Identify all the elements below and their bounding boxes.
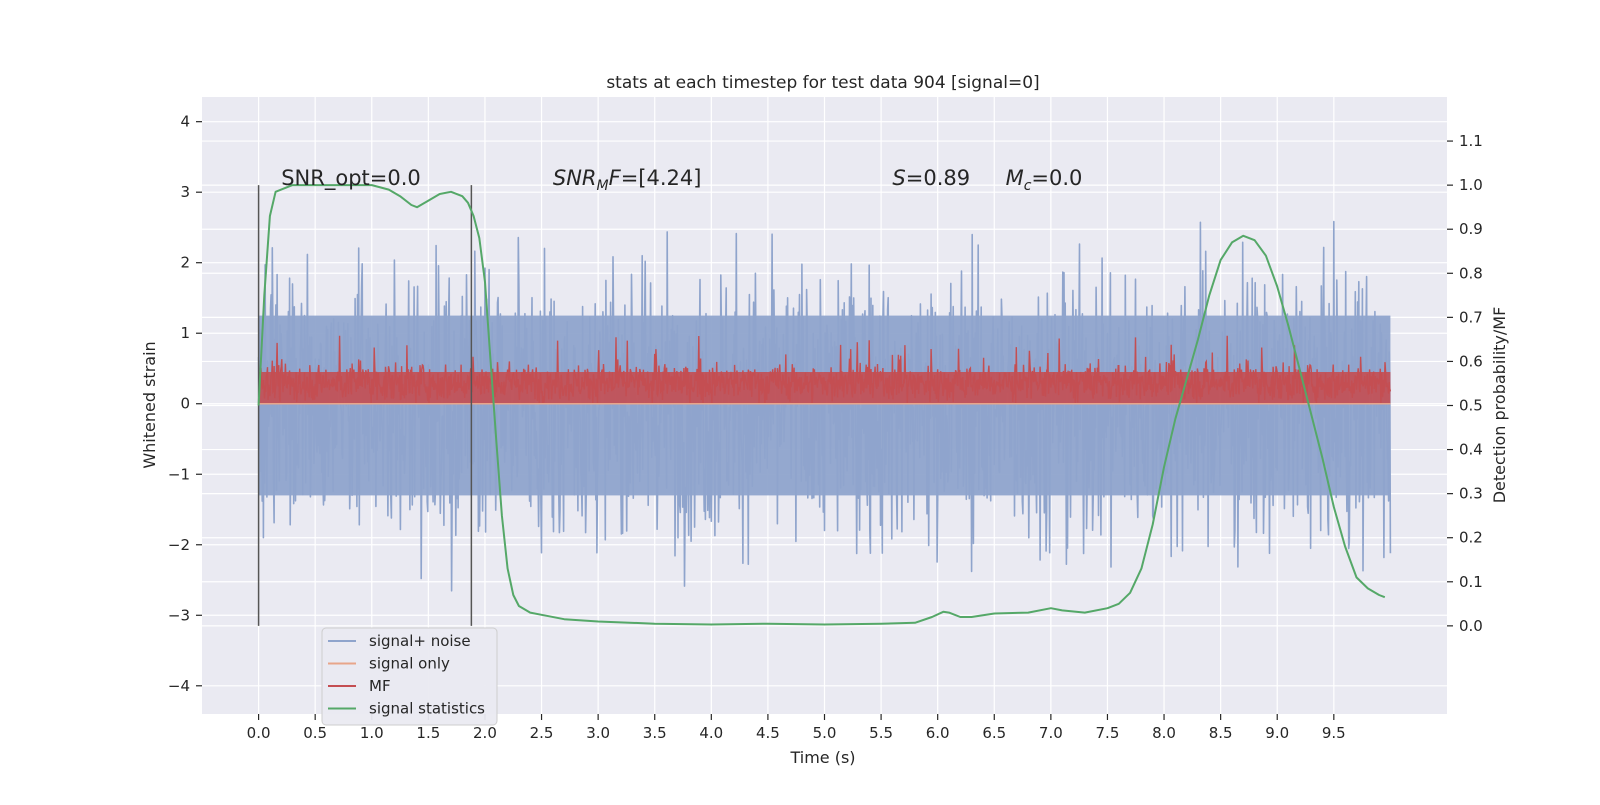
y-axis-label-left: Whitened strain [140,341,159,468]
x-tick-label: 8.0 [1152,724,1176,742]
annotation-math: SNR [553,166,597,190]
x-tick-label: 5.5 [869,724,893,742]
mf-series [258,335,1392,404]
annotation-math: F [609,166,622,190]
y-tick-label-left: −1 [168,465,190,483]
x-tick-label: 1.5 [416,724,440,742]
signal-statistics-line [257,184,1386,626]
vertical-markers [257,185,473,626]
y-tick-label-right: 0.4 [1459,441,1483,459]
annotation-2: S=0.89 [892,166,970,190]
x-tick-label: 2.0 [473,724,497,742]
x-tick-label: 6.0 [926,724,950,742]
annotation-value: =0.89 [906,166,970,190]
legend-box [321,627,498,726]
x-tick-label: 0.0 [247,724,271,742]
x-tick-label: 4.5 [756,724,780,742]
mf-line [258,335,1392,404]
x-tick-label: 9.0 [1265,724,1289,742]
signal-noise-series [257,220,1392,592]
y-tick-label-right: 0.8 [1459,264,1483,282]
x-tick-label: 0.5 [303,724,327,742]
x-tick-label: 3.0 [586,724,610,742]
x-tick-label: 2.5 [530,724,554,742]
y-axis-label-right: Detection probability/MF [1490,307,1509,504]
annotation-math: M [1006,166,1024,190]
y-tick-label-right: 0.2 [1459,529,1483,547]
x-tick-label: 7.5 [1096,724,1120,742]
y-tick-label-right: 0.6 [1459,352,1483,370]
y-tick-label-right: 0.7 [1459,308,1483,326]
x-tick-label: 6.5 [982,724,1006,742]
x-axis-label: Time (s) [789,748,855,767]
legend-label: signal statistics [369,700,485,718]
y-tick-label-right: 0.0 [1459,617,1483,635]
x-tick-label: 9.5 [1322,724,1346,742]
axes: 0.0 0.5 1.0 1.5 2.0 2.5 3.0 3.5 4.0 4.5 5.0 5.5 6.0 6… [168,113,1483,742]
x-tick-label: 3.5 [643,724,667,742]
signal-noise-core-band [258,315,1391,496]
signal-statistics-series [257,184,1386,626]
annotations: SNR_opt=0.0 SNRMF=[4.24] S=0.89 Mc=0.0 [281,166,1082,194]
annotation-subscript: c [1024,178,1032,194]
annotation-1: SNRMF=[4.24] [553,166,702,194]
annotation-value: =0.0 [1031,166,1082,190]
annotation-3: Mc=0.0 [1006,166,1083,194]
x-tick-label: 1.0 [360,724,384,742]
chart-title: stats at each timestep for test data 904… [606,73,1039,93]
legend: signal+ noise signal only MF signal statist… [321,627,498,726]
annotation-0: SNR_opt=0.0 [281,166,421,191]
y-tick-label-left: 4 [180,113,190,131]
y-tick-label-left: 2 [180,254,190,272]
y-tick-label-left: −2 [168,536,190,554]
y-tick-label-left: −3 [168,606,190,624]
annotation-subscript: M [597,178,609,194]
y-tick-label-right: 0.9 [1459,220,1483,238]
y-tick-label-right: 0.5 [1459,397,1483,415]
y-tick-label-right: 0.3 [1459,485,1483,503]
annotation-value: =[4.24] [621,166,702,190]
x-tick-label: 7.0 [1039,724,1063,742]
y-tick-label-left: 1 [180,324,190,342]
legend-label: signal only [369,655,450,673]
x-tick-label: 8.5 [1209,724,1233,742]
y-tick-label-left: 0 [180,395,190,413]
annotation-math: S [892,166,905,190]
legend-label: signal+ noise [369,632,471,650]
y-tick-label-right: 1.1 [1459,132,1483,150]
x-tick-label: 4.0 [699,724,723,742]
x-tick-label: 5.0 [813,724,837,742]
y-tick-label-left: −4 [168,677,190,695]
y-tick-label-right: 0.1 [1459,573,1483,591]
y-tick-label-left: 3 [180,183,190,201]
legend-label: MF [369,677,391,695]
y-tick-label-right: 1.0 [1459,176,1483,194]
